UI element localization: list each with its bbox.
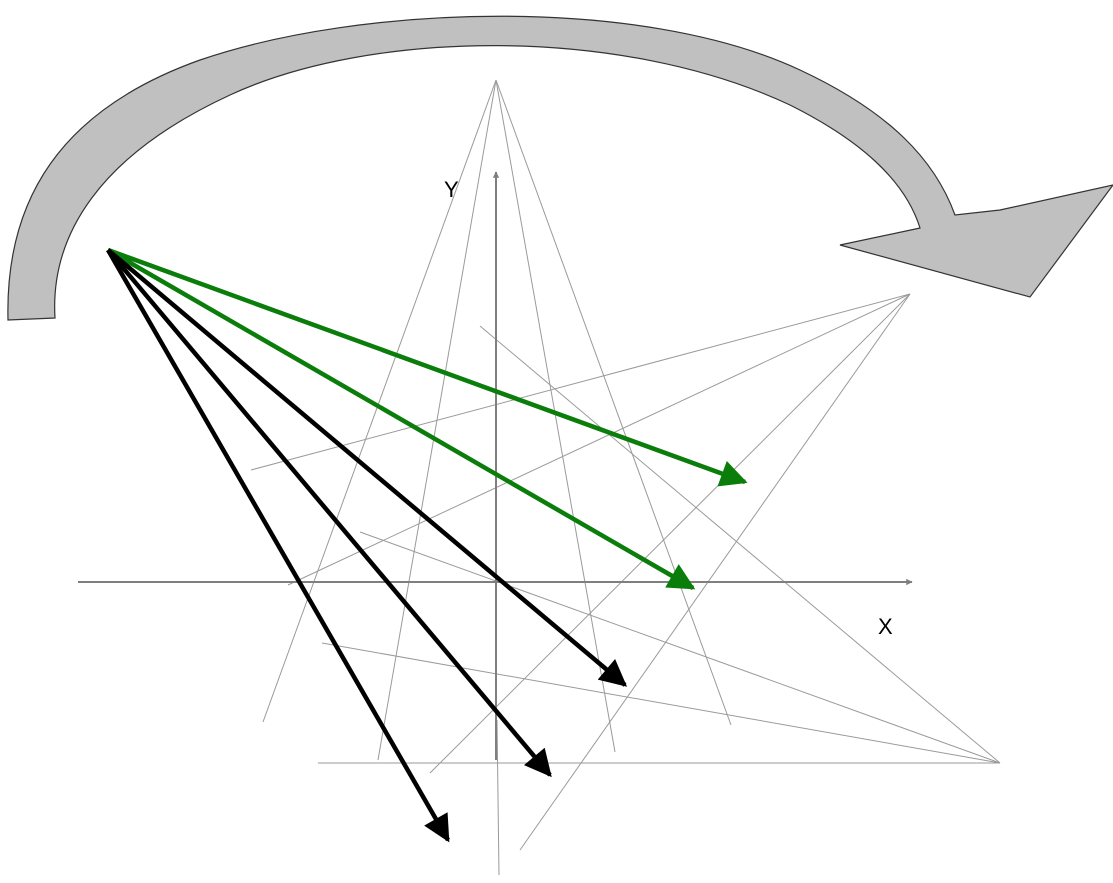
construction-line <box>287 293 911 586</box>
construction-line <box>496 719 500 876</box>
y-axis-label: Y <box>444 177 459 202</box>
construction-line <box>479 325 1001 764</box>
construction-line <box>495 79 732 726</box>
construction-lines <box>250 79 1001 876</box>
black-vector <box>106 248 628 687</box>
construction-line <box>250 293 911 471</box>
black-vectors <box>106 248 628 843</box>
construction-line <box>262 79 497 723</box>
construction-line <box>495 79 616 753</box>
green-vectors <box>106 247 748 590</box>
construction-line <box>519 293 911 851</box>
construction-line <box>321 642 1001 764</box>
construction-line <box>429 293 911 774</box>
x-axis-label: X <box>878 614 893 639</box>
black-vector <box>106 248 450 843</box>
construction-line <box>359 531 1001 764</box>
black-vector <box>106 248 552 778</box>
green-vector <box>107 247 748 487</box>
green-vector <box>106 248 696 590</box>
rotation-arrow <box>7 15 1113 321</box>
